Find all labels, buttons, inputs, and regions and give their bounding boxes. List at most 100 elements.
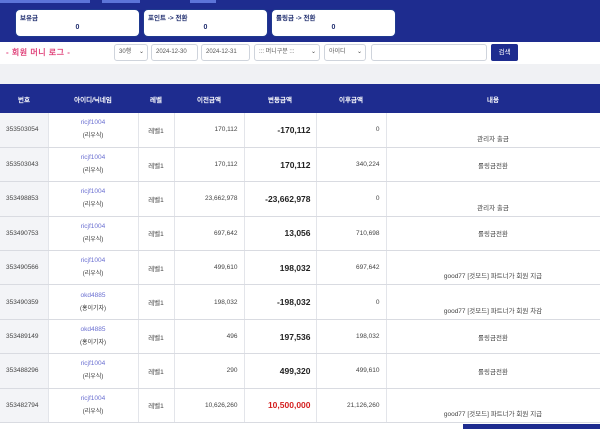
cell-before: 23,662,978	[174, 181, 245, 217]
summary-label: 포인트 -> 전환	[148, 15, 188, 22]
cell-level: 레벨1	[138, 147, 175, 183]
summary-label: 롤링금 -> 전환	[276, 15, 316, 22]
column-header-level: 레벨	[138, 84, 174, 113]
cell-after: 710,698	[316, 216, 387, 252]
chevron-down-icon: ⌄	[310, 49, 316, 55]
cell-after: 21,126,260	[316, 388, 387, 424]
user-id-link[interactable]: okd4885	[80, 326, 106, 334]
cell-level: 레벨1	[138, 250, 175, 286]
cell-user: okd4885 (홍이기자)	[48, 284, 139, 320]
date-from-value: 2024-12-30	[156, 49, 187, 55]
cell-before: 697,642	[174, 216, 245, 252]
money-type-value: ::: 머니구분 :::	[259, 49, 295, 55]
money-type-select[interactable]: ::: 머니구분 ::: ⌄	[254, 44, 320, 61]
user-id-link[interactable]: ricjf1004	[80, 257, 106, 265]
column-header-after: 이후금액	[316, 84, 386, 113]
table-row: 353482794 ricjf1004 (리우식) 레벨1 10,626,260 10,5…	[0, 388, 600, 424]
user-id-link[interactable]: ricjf1004	[80, 154, 106, 162]
chevron-down-icon: ⌄	[356, 49, 362, 55]
user-nickname: (홍이기자)	[79, 305, 107, 312]
summary-value: 0	[203, 24, 208, 31]
cell-no: 353488296	[0, 353, 49, 389]
money-log-table: 번호 아이디/닉네임 레벨 이전금액 변동금액 이후금액 내용 35350305…	[0, 84, 600, 424]
table-row: 353490359 okd4885 (홍이기자) 레벨1 198,032 -198,032…	[0, 284, 600, 320]
cell-change: 13,056	[244, 216, 317, 252]
cell-before: 10,626,260	[174, 388, 245, 424]
cell-user: ricjf1004 (리우식)	[48, 147, 139, 183]
cell-memo: 롤링금전환	[386, 216, 600, 252]
cell-user: ricjf1004 (리우식)	[48, 113, 139, 148]
user-nickname: (리우식)	[82, 168, 104, 175]
spacer	[0, 64, 600, 84]
table-header-row: 번호 아이디/닉네임 레벨 이전금액 변동금액 이후금액 내용	[0, 84, 600, 113]
cell-change: 499,320	[244, 353, 317, 389]
cell-no: 353482794	[0, 388, 49, 424]
cell-user: ricjf1004 (리우식)	[48, 353, 139, 389]
cell-level: 레벨1	[138, 181, 175, 217]
user-id-link[interactable]: ricjf1004	[80, 188, 106, 196]
cell-after: 0	[316, 284, 387, 320]
filter-bar: - 회원 머니 로그 - 30행 ⌄ 2024-12-30 2024-12-31…	[0, 42, 600, 64]
cell-change: 10,500,000	[244, 388, 317, 424]
table-row: 353490566 ricjf1004 (리우식) 레벨1 499,610 198,032…	[0, 250, 600, 286]
column-header-before: 이전금액	[174, 84, 244, 113]
search-field-select[interactable]: 아이디 ⌄	[324, 44, 366, 61]
cell-memo: good77 [것모드] 파트너가 회원 지급	[386, 388, 600, 424]
user-nickname: (리우식)	[82, 271, 104, 278]
date-from-input[interactable]: 2024-12-30	[151, 44, 198, 61]
rows-per-page-value: 30행	[119, 49, 132, 55]
summary-balance: 보유금 0	[15, 9, 140, 37]
column-header-memo: 내용	[386, 84, 600, 113]
cell-change: -23,662,978	[244, 181, 317, 217]
cell-memo: 롤링금전환	[386, 353, 600, 389]
user-nickname: (리우식)	[82, 374, 104, 381]
cell-before: 499,610	[174, 250, 245, 286]
summary-point-convert: 포인트 -> 전환 0	[143, 9, 268, 37]
cell-after: 0	[316, 113, 387, 148]
table-row: 353488296 ricjf1004 (리우식) 레벨1 290 499,320 499,…	[0, 353, 600, 389]
cell-no: 353490359	[0, 284, 49, 320]
summary-value: 0	[331, 24, 336, 31]
cell-before: 198,032	[174, 284, 245, 320]
cell-after: 0	[316, 181, 387, 217]
date-to-input[interactable]: 2024-12-31	[201, 44, 250, 61]
cell-no: 353503054	[0, 113, 49, 148]
cell-change: 197,536	[244, 319, 317, 355]
cell-level: 레벨1	[138, 113, 175, 148]
table-body: 353503054 ricjf1004 (리우식) 레벨1 170,112 -170,11…	[0, 113, 600, 424]
column-header-no: 번호	[0, 84, 48, 113]
table-row: 353490753 ricjf1004 (리우식) 레벨1 697,642 13,056 7…	[0, 216, 600, 252]
page-title: - 회원 머니 로그 -	[6, 48, 71, 57]
date-to-value: 2024-12-31	[206, 49, 237, 55]
cell-after: 340,224	[316, 147, 387, 183]
user-id-link[interactable]: ricjf1004	[80, 360, 106, 368]
user-nickname: (리우식)	[82, 408, 104, 415]
table-row: 353503043 ricjf1004 (리우식) 레벨1 170,112 170,112…	[0, 147, 600, 183]
search-button[interactable]: 검색	[491, 44, 518, 61]
cell-change: -198,032	[244, 284, 317, 320]
user-nickname: (홍이기자)	[79, 340, 107, 347]
bottom-accent-bar	[463, 424, 600, 429]
summary-label: 보유금	[20, 15, 38, 22]
user-nickname: (리우식)	[82, 236, 104, 243]
user-id-link[interactable]: ricjf1004	[80, 222, 106, 230]
cell-change: 170,112	[244, 147, 317, 183]
cell-level: 레벨1	[138, 353, 175, 389]
user-id-link[interactable]: ricjf1004	[80, 119, 106, 127]
search-input[interactable]	[371, 44, 487, 61]
rows-per-page-select[interactable]: 30행 ⌄	[114, 44, 148, 61]
cell-memo: 관리자 출금	[386, 113, 600, 148]
cell-before: 496	[174, 319, 245, 355]
chevron-down-icon: ⌄	[138, 49, 144, 55]
column-header-change: 변동금액	[244, 84, 316, 113]
user-id-link[interactable]: okd4885	[80, 291, 106, 299]
user-id-link[interactable]: ricjf1004	[80, 394, 106, 402]
cell-memo: 롤링금전환	[386, 147, 600, 183]
cell-no: 353489149	[0, 319, 49, 355]
top-summary-bar: 보유금 0 포인트 -> 전환 0 롤링금 -> 전환 0	[0, 0, 600, 42]
cell-before: 170,112	[174, 147, 245, 183]
cell-level: 레벨1	[138, 319, 175, 355]
cell-memo: 롤링금전환	[386, 319, 600, 355]
table-row: 353498853 ricjf1004 (리우식) 레벨1 23,662,978 -23,…	[0, 181, 600, 217]
header-tab-indicator	[0, 0, 90, 3]
